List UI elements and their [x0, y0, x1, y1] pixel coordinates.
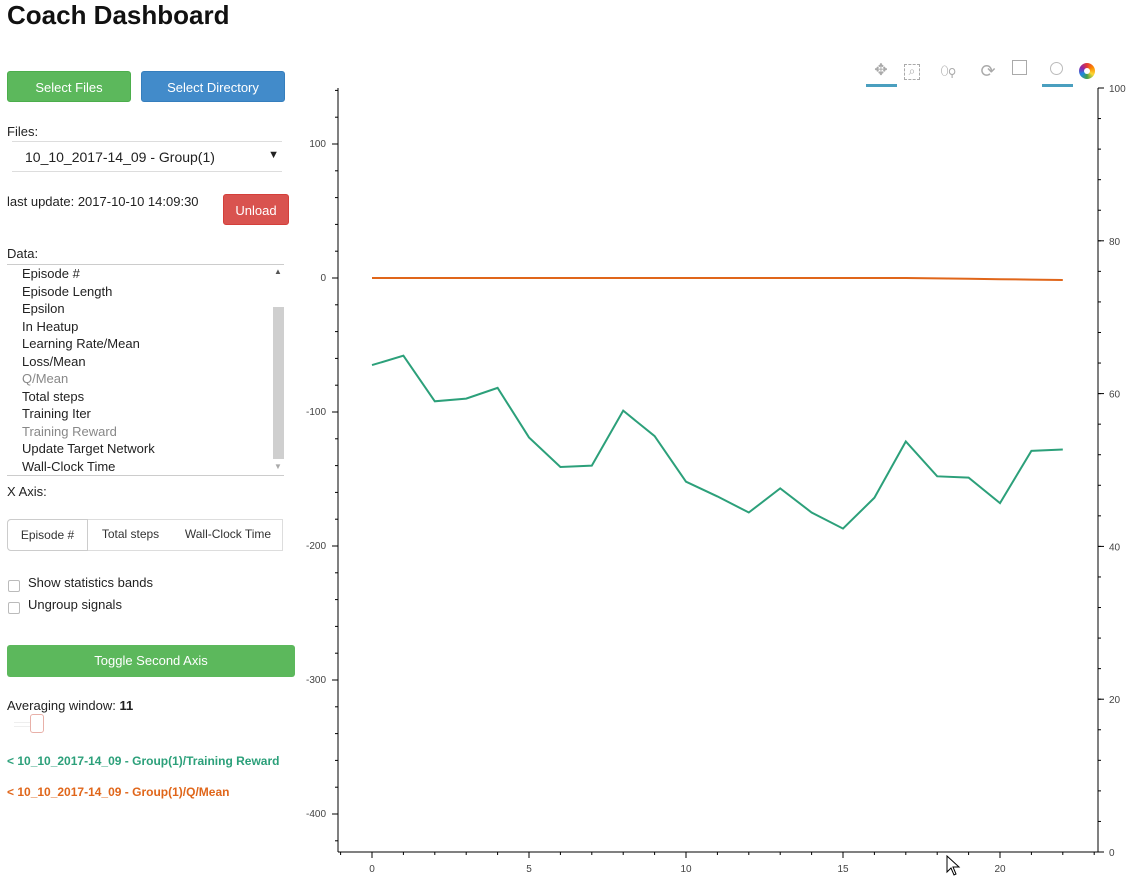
data-list-item[interactable]: Training Reward: [22, 423, 117, 439]
legend-q-mean: < 10_10_2017-14_09 - Group(1)/Q/Mean: [7, 785, 230, 799]
show-statistics-bands-label: Show statistics bands: [28, 575, 154, 590]
data-list-item[interactable]: Wall-Clock Time: [22, 458, 116, 474]
ungroup-signals-checkbox[interactable]: [8, 602, 20, 614]
y2-tick-label: 0: [1109, 848, 1115, 859]
show-statistics-bands-checkbox[interactable]: [8, 580, 20, 592]
y-tick-label: 0: [320, 273, 326, 284]
averaging-slider-handle[interactable]: [30, 714, 44, 733]
data-multiselect[interactable]: ▲ ▼ Episode # Episode Length Epsilon In Hea…: [7, 264, 284, 476]
data-list-item[interactable]: Training Iter: [22, 406, 91, 421]
data-list-item[interactable]: Loss/Mean: [22, 353, 86, 369]
series-line-q-mean: [372, 277, 1063, 282]
x-axis-tabs: Episode # Total steps Wall-Clock Time: [7, 519, 283, 551]
y2-tick-label: 60: [1109, 390, 1121, 401]
data-list-item[interactable]: In Heatup: [22, 318, 79, 334]
tab-total-steps[interactable]: Total steps: [101, 527, 160, 541]
data-list-item[interactable]: Episode Length: [22, 283, 113, 299]
scrollbar[interactable]: [273, 307, 284, 459]
data-list-item[interactable]: Learning Rate/Mean: [22, 336, 140, 351]
chevron-down-icon: ▼: [268, 149, 279, 161]
y2-tick-label: 20: [1109, 695, 1121, 706]
mouse-cursor-icon: [946, 855, 961, 876]
y-tick-label: -200: [306, 541, 326, 552]
box-zoom-icon[interactable]: ⌕: [901, 60, 923, 82]
data-list-item[interactable]: Total steps: [22, 388, 85, 404]
tab-wall-clock-time[interactable]: Wall-Clock Time: [184, 527, 272, 541]
data-list-item[interactable]: Episode #: [22, 266, 80, 281]
pan-active-indicator: [866, 84, 897, 87]
page-title: Coach Dashboard: [7, 0, 230, 30]
bokeh-logo-icon[interactable]: [1076, 60, 1098, 82]
pan-icon[interactable]: ✥: [874, 62, 888, 79]
y-tick-label: 100: [309, 139, 326, 150]
save-icon[interactable]: [1008, 60, 1030, 82]
y-tick-label: -300: [306, 675, 326, 686]
y-tick-label: -100: [306, 407, 326, 418]
x-tick-label: 10: [680, 864, 692, 875]
files-select[interactable]: 10_10_2017-14_09 - Group(1) ▼: [12, 141, 282, 172]
unload-button[interactable]: Unload: [223, 194, 289, 225]
select-directory-button[interactable]: Select Directory: [141, 71, 285, 102]
y-tick-label: -400: [306, 809, 326, 820]
data-list-item[interactable]: Update Target Network: [22, 441, 155, 456]
averaging-window-label: Averaging window: 11: [7, 698, 133, 713]
scroll-up-icon[interactable]: ▲: [274, 267, 282, 276]
y2-tick-label: 40: [1109, 542, 1121, 553]
tab-episode[interactable]: Episode #: [7, 519, 88, 551]
hover-active-indicator: [1042, 84, 1073, 87]
files-label: Files:: [7, 124, 39, 139]
data-list-item[interactable]: Epsilon: [22, 301, 65, 316]
series-line-training-reward: [371, 354, 1063, 530]
averaging-window-value: 11: [119, 698, 134, 713]
last-update: last update: 2017-10-10 14:09:30: [7, 194, 199, 209]
toggle-second-axis-button[interactable]: Toggle Second Axis: [7, 645, 295, 677]
ungroup-signals-label: Ungroup signals: [28, 597, 122, 612]
files-selected: 10_10_2017-14_09 - Group(1): [25, 149, 215, 165]
hover-icon[interactable]: [1045, 60, 1067, 82]
x-tick-label: 20: [994, 864, 1006, 875]
select-files-button[interactable]: Select Files: [7, 71, 131, 102]
averaging-window-text: Averaging window:: [7, 698, 116, 713]
averaging-slider-track[interactable]: [14, 722, 30, 727]
data-label: Data:: [7, 246, 39, 261]
data-list-item[interactable]: Q/Mean: [22, 371, 69, 386]
y2-tick-label: 80: [1109, 237, 1121, 248]
x-tick-label: 5: [526, 864, 532, 875]
x-tick-label: 0: [369, 864, 375, 875]
legend-training-reward: < 10_10_2017-14_09 - Group(1)/Training R…: [7, 754, 280, 768]
scroll-down-icon[interactable]: ▼: [274, 462, 282, 471]
x-axis-label: X Axis:: [7, 484, 47, 499]
x-tick-label: 15: [837, 864, 849, 875]
y2-tick-label: 100: [1109, 84, 1126, 95]
reset-icon[interactable]: ⟳: [980, 61, 996, 81]
wheel-zoom-icon[interactable]: ⬯⚲: [940, 63, 956, 78]
